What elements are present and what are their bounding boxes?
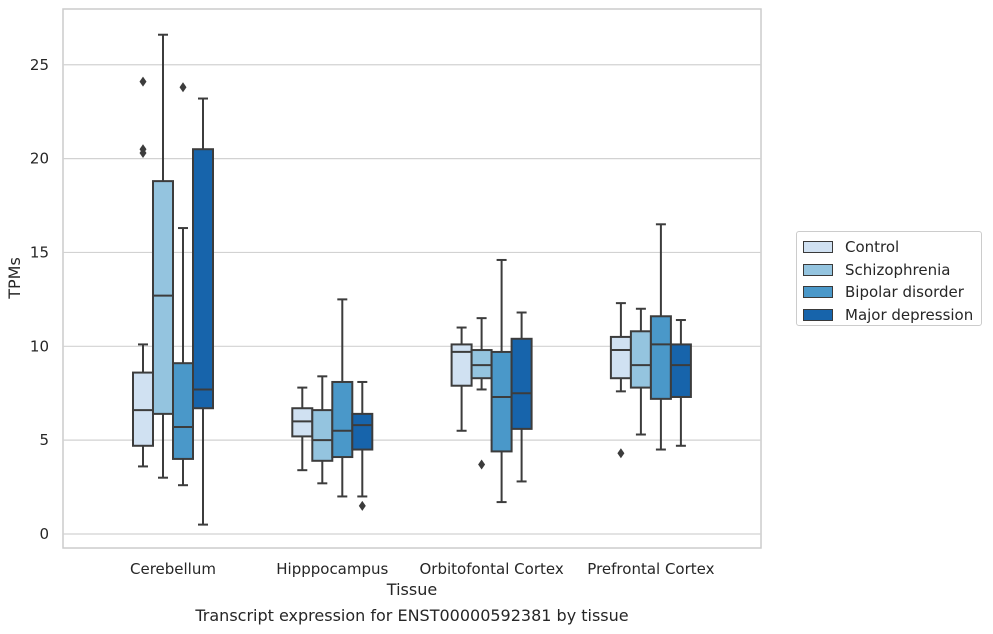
box-iqr	[510, 337, 533, 430]
y-tick-label-10: 10	[30, 337, 49, 355]
x-tick-labels: Cerebellum Hipppocampus Orbitofontal Corte…	[130, 560, 715, 578]
box-series	[132, 33, 692, 526]
outlier-point	[478, 459, 486, 470]
y-tick-label-25: 25	[30, 56, 49, 74]
y-axis-label: TPMs	[5, 257, 24, 300]
box-iqr	[351, 412, 374, 451]
y-tick-labels: 0 5 10 15 20 25	[30, 56, 49, 543]
outlier-point	[179, 82, 187, 93]
y-tick-label-0: 0	[39, 525, 49, 543]
box-major-depression-3	[510, 311, 533, 483]
box-iqr	[629, 330, 652, 389]
legend-item-bipolar-disorder: Bipolar disorder	[803, 281, 981, 304]
box-major-depression-2	[351, 380, 374, 511]
outlier-point	[617, 448, 625, 459]
legend-swatch-schizophrenia	[803, 263, 833, 276]
box-iqr	[669, 343, 692, 398]
box-schizophrenia-3	[470, 317, 493, 470]
box-bipolar-disorder-4	[649, 223, 672, 451]
legend-label-control: Control	[845, 238, 900, 257]
outlier-point	[358, 500, 366, 511]
box-bipolar-disorder-3	[490, 258, 513, 504]
box-schizophrenia-1	[152, 33, 174, 479]
box-major-depression-4	[669, 319, 692, 447]
legend-swatch-control	[803, 241, 833, 254]
box-iqr	[192, 148, 214, 410]
legend-label-schizophrenia: Schizophrenia	[845, 260, 951, 279]
legend-item-major-depression: Major depression	[803, 304, 981, 327]
box-major-depression-1	[192, 97, 214, 526]
box-iqr	[331, 380, 354, 459]
legend-label-major-depression: Major depression	[845, 305, 974, 324]
x-axis-label: Tissue	[386, 580, 437, 599]
box-iqr	[311, 409, 334, 462]
legend-swatch-bipolar-disorder	[803, 286, 833, 299]
legend-item-schizophrenia: Schizophrenia	[803, 259, 981, 282]
outlier-point	[139, 144, 147, 155]
box-iqr	[609, 335, 632, 380]
box-bipolar-disorder-1	[172, 82, 194, 487]
outlier-point	[139, 76, 147, 87]
legend-swatch-major-depression	[803, 308, 833, 321]
legend-label-bipolar-disorder: Bipolar disorder	[845, 283, 964, 302]
box-iqr	[490, 350, 513, 453]
x-tick-label-4: Prefrontal Cortex	[587, 560, 714, 578]
box-iqr	[172, 362, 194, 460]
y-tick-label-20: 20	[30, 150, 49, 168]
x-tick-label-1: Cerebellum	[130, 560, 216, 578]
y-tick-label-15: 15	[30, 243, 49, 261]
x-tick-label-3: Orbitofontal Cortex	[419, 560, 563, 578]
box-control-2	[291, 386, 314, 472]
y-tick-label-5: 5	[39, 431, 49, 449]
legend-item-control: Control	[803, 236, 981, 259]
box-control-3	[450, 326, 473, 432]
box-iqr	[649, 315, 672, 400]
chart-caption: Transcript expression for ENST0000059238…	[195, 606, 629, 625]
box-iqr	[152, 180, 174, 415]
x-tick-label-2: Hipppocampus	[276, 560, 388, 578]
box-iqr	[450, 343, 473, 387]
legend: Control Schizophrenia Bipolar disorder M…	[796, 231, 982, 326]
